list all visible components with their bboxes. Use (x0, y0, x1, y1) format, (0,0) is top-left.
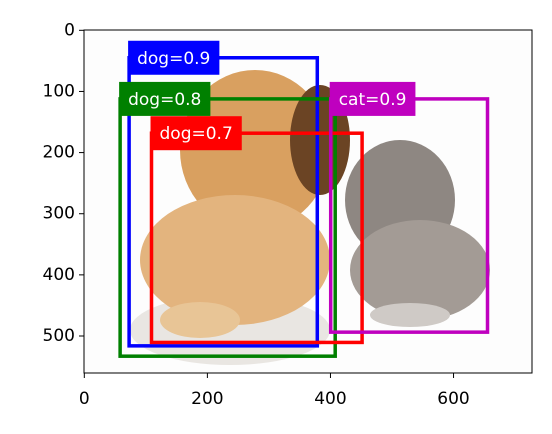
y-tick-label: 500 (43, 326, 75, 346)
y-tick-label: 400 (43, 265, 75, 285)
label-background (128, 40, 220, 75)
photo (84, 30, 532, 373)
bounding-box (127, 56, 320, 348)
box-label: dog=0.9 (137, 49, 210, 69)
box-label: cat=0.9 (339, 90, 407, 110)
x-tick-label: 0 (79, 389, 90, 409)
box-label: dog=0.7 (160, 124, 233, 144)
x-tick-label: 200 (191, 389, 223, 409)
plot-frame (83, 29, 533, 374)
x-tick-label: 600 (437, 389, 469, 409)
y-tick-label: 100 (43, 81, 75, 101)
label-background (329, 81, 416, 116)
label-background (150, 116, 242, 151)
label-background (119, 81, 211, 116)
y-tick-label: 200 (43, 143, 75, 163)
y-tick-label: 0 (64, 20, 75, 40)
bounding-box (149, 131, 364, 345)
x-tick-label: 400 (314, 389, 346, 409)
bounding-box (118, 97, 337, 358)
box-label: dog=0.8 (128, 90, 201, 110)
y-tick-label: 300 (43, 204, 75, 224)
